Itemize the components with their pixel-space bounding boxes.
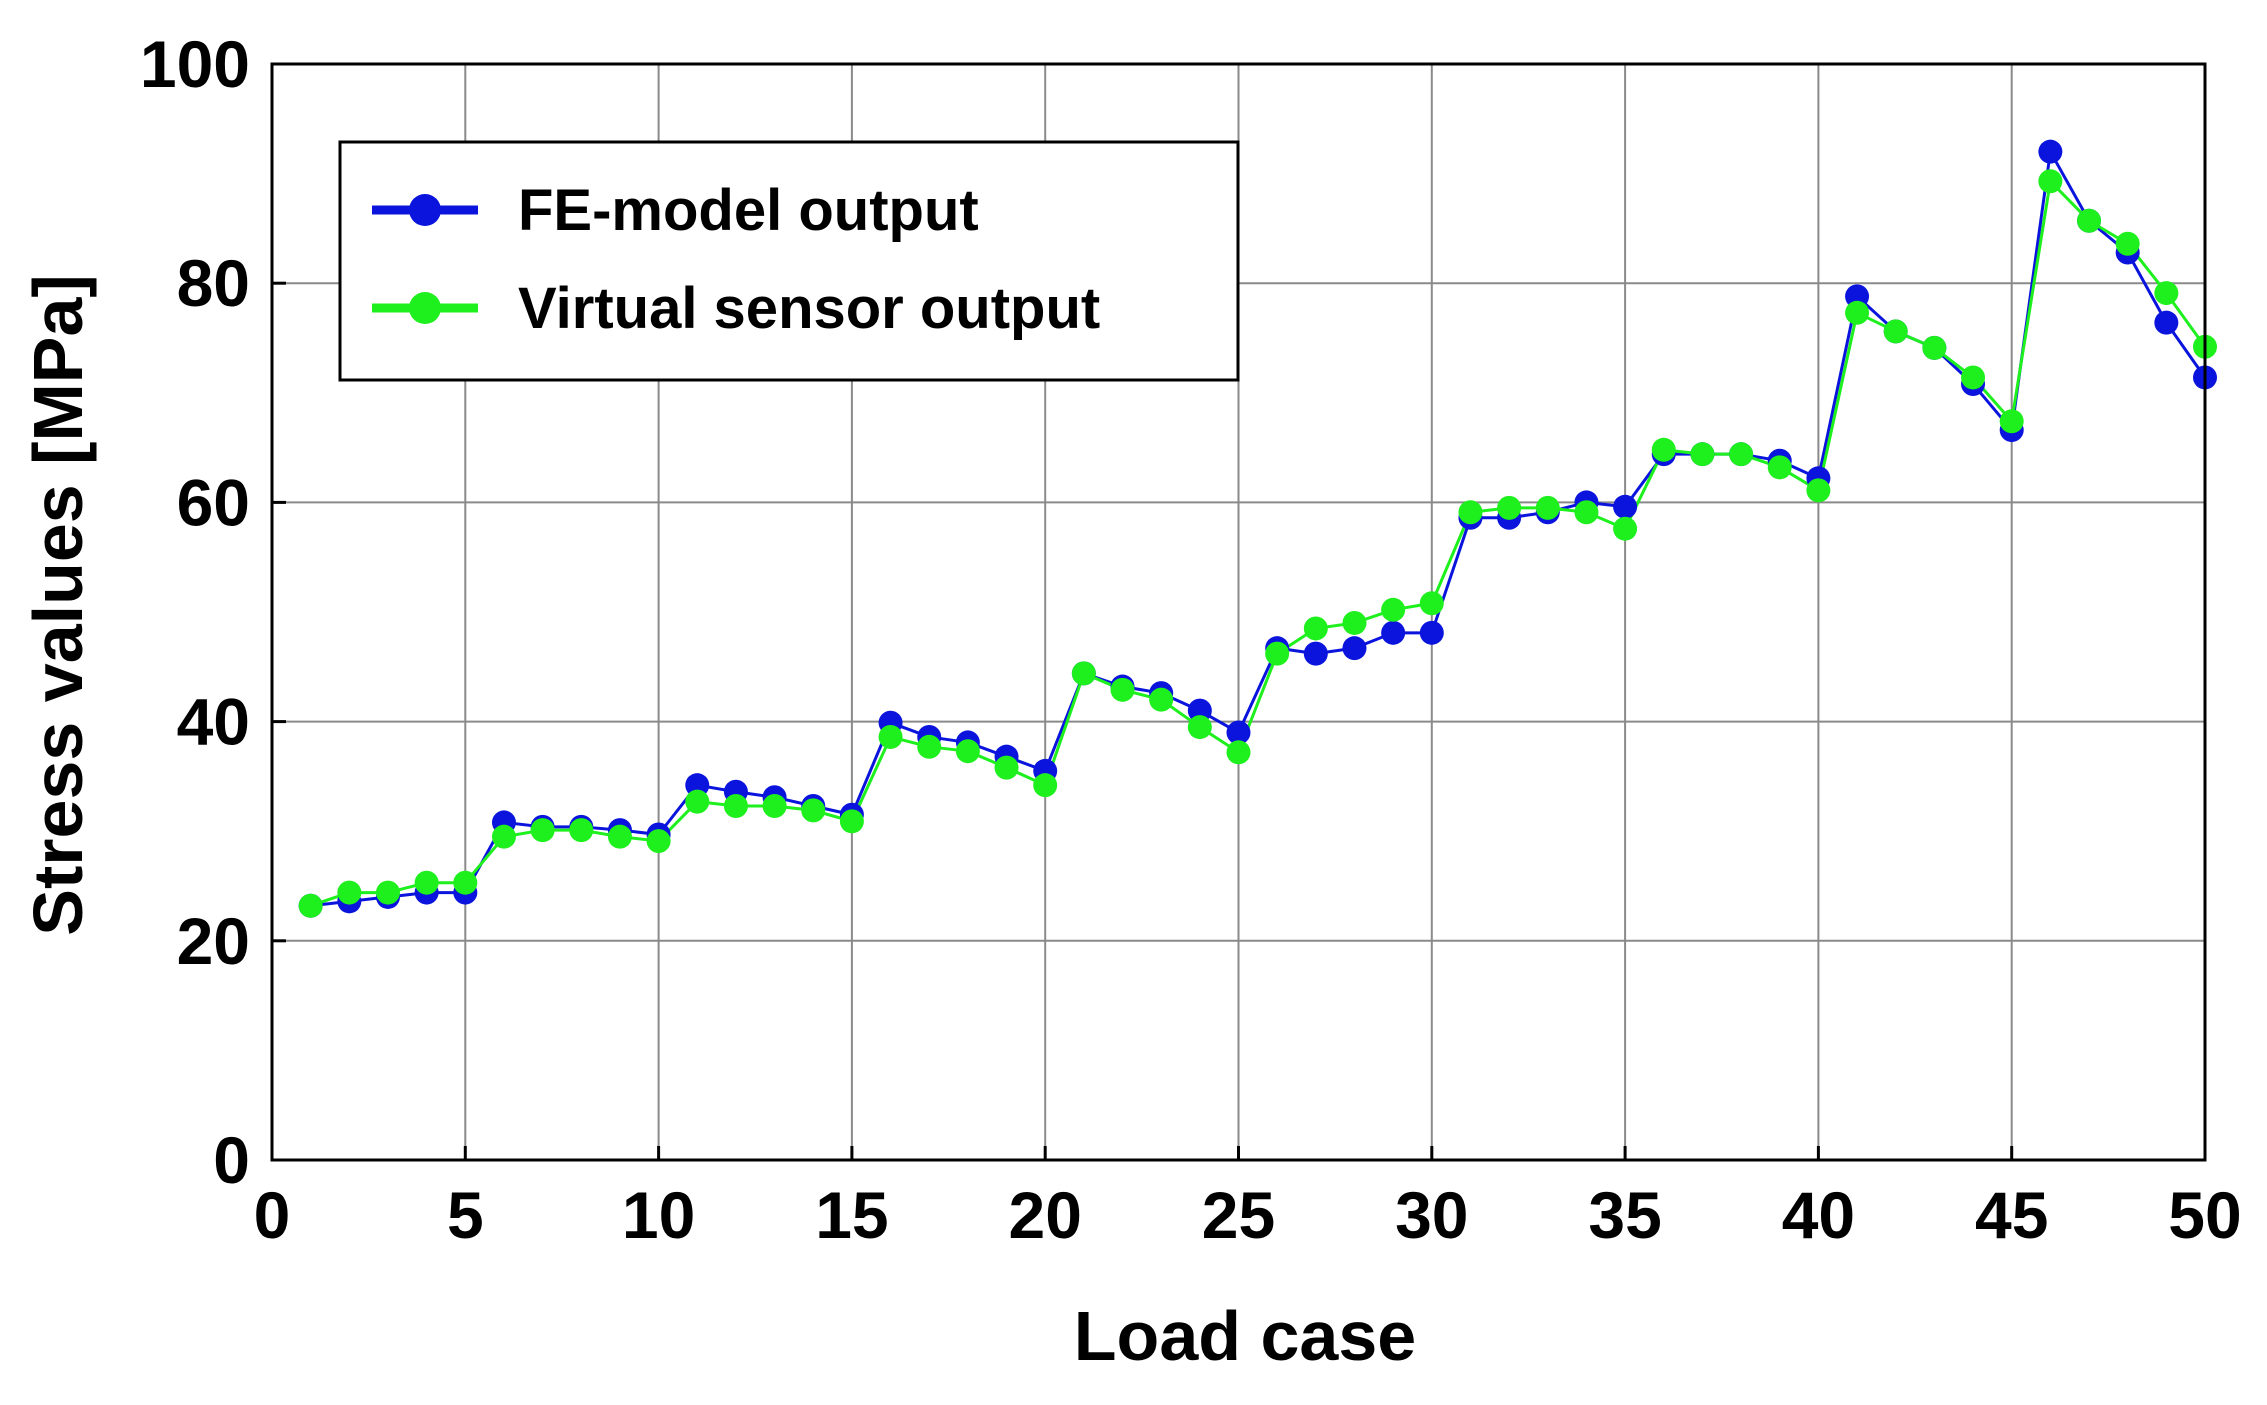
data-point-virtual bbox=[453, 870, 478, 895]
legend-box bbox=[338, 140, 1240, 382]
legend-marker-virtual bbox=[409, 292, 441, 324]
data-point-virtual bbox=[1806, 478, 1831, 503]
x-tick-label: 45 bbox=[1975, 1178, 2048, 1252]
data-point-virtual bbox=[2077, 208, 2102, 233]
y-tick-label: 20 bbox=[177, 904, 250, 978]
x-tick-label: 40 bbox=[1782, 1178, 1855, 1252]
data-point-virtual bbox=[839, 809, 864, 834]
data-point-virtual bbox=[1883, 319, 1908, 344]
data-point-virtual bbox=[685, 789, 710, 814]
data-point-virtual bbox=[569, 818, 594, 843]
x-tick-label: 30 bbox=[1395, 1178, 1468, 1252]
data-point-virtual bbox=[1149, 687, 1174, 712]
data-point-virtual bbox=[1922, 335, 1947, 360]
y-axis-title: Stress values [MPa] bbox=[19, 274, 97, 935]
data-point-virtual bbox=[298, 893, 323, 918]
data-point-fe bbox=[1845, 284, 1870, 309]
data-point-virtual bbox=[1458, 500, 1483, 525]
data-point-virtual bbox=[607, 824, 632, 849]
x-tick-label: 10 bbox=[622, 1178, 695, 1252]
data-point-virtual bbox=[1961, 365, 1986, 390]
data-point-virtual bbox=[1303, 616, 1328, 641]
data-point-virtual bbox=[491, 824, 516, 849]
data-point-virtual bbox=[1342, 610, 1367, 635]
data-point-virtual bbox=[955, 739, 980, 764]
data-point-virtual bbox=[414, 870, 439, 895]
x-tick-label: 20 bbox=[1008, 1178, 1081, 1252]
x-tick-label: 5 bbox=[447, 1178, 484, 1252]
y-tick-label: 60 bbox=[177, 465, 250, 539]
data-point-virtual bbox=[994, 755, 1019, 780]
data-point-virtual bbox=[723, 793, 748, 818]
data-point-virtual bbox=[1845, 300, 1870, 325]
data-point-virtual bbox=[878, 724, 903, 749]
data-point-virtual bbox=[1767, 455, 1792, 480]
data-point-virtual bbox=[917, 734, 942, 759]
data-point-virtual bbox=[801, 798, 826, 823]
y-tick-label: 100 bbox=[140, 27, 250, 101]
data-point-virtual bbox=[1226, 740, 1251, 765]
x-tick-label: 35 bbox=[1588, 1178, 1661, 1252]
x-tick-label: 50 bbox=[2168, 1178, 2241, 1252]
data-point-virtual bbox=[2154, 281, 2179, 306]
data-point-virtual bbox=[1187, 715, 1212, 740]
data-point-fe bbox=[2154, 310, 2179, 335]
data-point-virtual bbox=[2038, 169, 2063, 194]
data-point-virtual bbox=[530, 818, 555, 843]
x-tick-label: 25 bbox=[1202, 1178, 1275, 1252]
data-point-virtual bbox=[1033, 773, 1058, 798]
y-tick-label: 80 bbox=[177, 246, 250, 320]
data-point-virtual bbox=[1690, 442, 1715, 467]
data-point-virtual bbox=[1574, 500, 1599, 525]
ticks bbox=[270, 62, 2207, 1162]
data-point-virtual bbox=[1265, 641, 1290, 666]
data-point-virtual bbox=[337, 880, 362, 905]
data-point-fe bbox=[1187, 698, 1212, 723]
data-point-virtual bbox=[1419, 591, 1444, 616]
data-point-virtual bbox=[1381, 597, 1406, 622]
data-point-fe bbox=[685, 773, 710, 798]
series-points bbox=[298, 139, 2217, 918]
data-point-fe bbox=[1613, 494, 1638, 519]
data-point-virtual bbox=[762, 793, 787, 818]
data-point-fe bbox=[1419, 620, 1444, 645]
legend-marker-fe bbox=[409, 194, 441, 226]
x-tick-label: 15 bbox=[815, 1178, 888, 1252]
data-point-virtual bbox=[1729, 442, 1754, 467]
data-point-fe bbox=[1381, 620, 1406, 645]
x-axis-title: Load case bbox=[1074, 1297, 1416, 1375]
tick-labels: 0 5 10 15 20 25 30 35 40 45 50 0 20 40 60 80 100 bbox=[140, 27, 2242, 1252]
legend: FE-model output Virtual sensor output bbox=[338, 140, 1240, 382]
data-point-fe bbox=[1303, 641, 1328, 666]
data-point-fe bbox=[1226, 720, 1251, 745]
data-point-virtual bbox=[1999, 409, 2024, 434]
data-point-virtual bbox=[1497, 495, 1522, 520]
legend-label-fe: FE-model output bbox=[518, 178, 979, 243]
data-point-virtual bbox=[1613, 516, 1638, 541]
legend-label-virtual: Virtual sensor output bbox=[518, 276, 1100, 341]
data-point-virtual bbox=[646, 829, 671, 854]
data-point-virtual bbox=[1110, 677, 1135, 702]
data-point-virtual bbox=[2115, 231, 2140, 256]
data-point-virtual bbox=[1651, 437, 1676, 462]
data-point-fe bbox=[1342, 636, 1367, 661]
data-point-virtual bbox=[1071, 661, 1096, 686]
data-point-virtual bbox=[375, 880, 400, 905]
data-point-virtual bbox=[1535, 495, 1560, 520]
y-tick-label: 40 bbox=[177, 685, 250, 759]
y-tick-label: 0 bbox=[213, 1123, 250, 1197]
data-point-fe bbox=[2038, 139, 2063, 164]
x-tick-label: 0 bbox=[254, 1178, 291, 1252]
